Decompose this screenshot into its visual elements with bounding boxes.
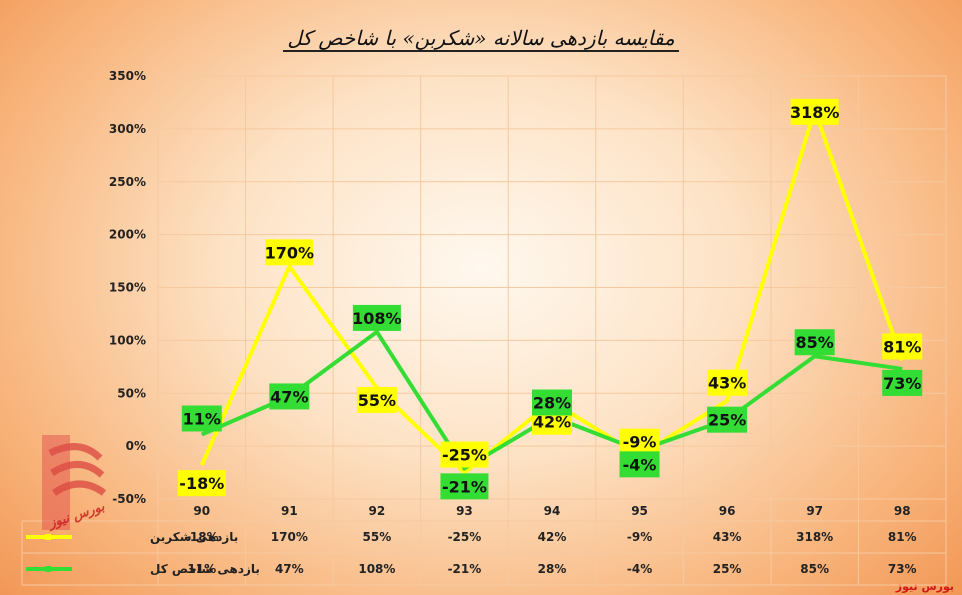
table-cell: 28% [538,562,567,576]
data-label-2: 47% [269,383,310,410]
data-label-box [269,383,310,410]
data-label-2: 28% [532,389,572,416]
data-label-box [265,239,314,266]
data-label-box [440,473,489,500]
chart-title: مقایسه بازدهی سالانه «شکربن» با شاخص کل [0,26,962,52]
data-label-box [619,451,660,478]
table-cell: 55% [363,530,392,544]
data-label-box [707,369,748,396]
data-label-text: 73% [883,374,921,393]
data-label-text: 11% [183,409,221,428]
data-label-2: 11% [181,405,222,432]
y-tick-label: 250% [109,175,146,189]
table-cell: 81% [888,530,917,544]
table-cell: 85% [800,562,829,576]
table-cell: 73% [888,562,917,576]
y-tick-label: 150% [109,281,146,295]
x-tick-label: 94 [544,504,561,518]
data-label-1: -18% [177,470,226,497]
data-label-box [356,386,397,413]
legend-marker-1 [45,534,51,540]
data-label-2: -4% [619,451,660,478]
data-label-box [707,406,748,433]
x-tick-label: 91 [281,504,298,518]
y-tick-label: 100% [109,333,146,347]
data-label-box [440,441,489,468]
data-label-text: 318% [790,103,839,122]
table-cell: 43% [713,530,742,544]
data-label-text: -4% [623,455,657,474]
y-tick-label: 300% [109,122,146,136]
y-tick-label: 200% [109,228,146,242]
x-tick-label: 97 [806,504,823,518]
data-label-text: 85% [796,333,834,352]
data-label-box [790,98,839,125]
data-label-text: 108% [352,309,401,328]
y-tick-label: 0% [126,439,146,453]
data-label-box [882,369,923,396]
data-label-text: 170% [265,243,314,262]
data-label-1: 170% [265,239,314,266]
data-label-text: 43% [708,374,746,393]
data-label-box [181,405,222,432]
data-label-1: 43% [707,369,748,396]
table-cell: 42% [538,530,567,544]
x-tick-label: 92 [369,504,386,518]
data-label-1: 318% [790,98,839,125]
data-label-box [532,389,572,416]
data-label-2: 108% [352,304,402,331]
data-label-text: 55% [358,391,396,410]
data-label-text: -25% [442,446,487,465]
legend-label-2: بازدهی شاخص کل [150,562,260,576]
table-cell: 318% [796,530,833,544]
legend-label-1: بازدهی شکربن [150,530,238,544]
data-label-2: 25% [707,406,748,433]
data-label-text: 28% [533,394,571,413]
table-cell: 25% [713,562,742,576]
y-tick-label: 50% [117,386,146,400]
data-label-text: -9% [623,433,657,452]
data-label-2: 85% [794,329,835,356]
data-label-box [794,329,835,356]
table-cell: 11% [187,562,216,576]
x-tick-label: 96 [719,504,736,518]
logo-icon [42,435,107,530]
data-label-box [177,470,226,497]
data-label-text: 81% [883,337,921,356]
table-cell: -18% [185,530,219,544]
data-label-text: 25% [708,411,746,430]
x-tick-label: 93 [456,504,473,518]
data-label-text: 47% [270,387,308,406]
x-tick-label: 98 [894,504,911,518]
y-tick-label: -50% [112,492,146,506]
data-label-1: -9% [619,428,660,455]
data-label-box [882,333,923,360]
x-tick-label: 95 [631,504,648,518]
table-cell: -4% [627,562,652,576]
data-label-text: -21% [442,477,487,496]
table-cell: -25% [448,530,482,544]
data-label-box [352,304,401,331]
data-label-1: 81% [882,333,923,360]
chart-title-text: مقایسه بازدهی سالانه «شکربن» با شاخص کل [283,26,679,52]
data-label-1: -25% [440,441,489,468]
data-label-box [619,428,660,455]
table-cell: 170% [271,530,308,544]
table-cell: 108% [358,562,395,576]
data-table: 90 91 92 93 94 95 96 97 98 بازدهی شکربن-18% 170% 55… [21,498,947,586]
table-cell: 47% [275,562,304,576]
x-tick-label: 90 [193,504,210,518]
data-label-1: 55% [356,386,397,413]
watermark: بورس نیوز [895,580,954,593]
data-label-text: 42% [533,413,571,432]
data-label-2: 73% [882,369,923,396]
y-tick-label: 350% [109,69,146,83]
data-label-text: -18% [179,474,224,493]
data-label-2: -21% [440,473,489,500]
table-cell: -21% [448,562,482,576]
table-cell: -9% [627,530,652,544]
legend-marker-2 [45,566,51,572]
